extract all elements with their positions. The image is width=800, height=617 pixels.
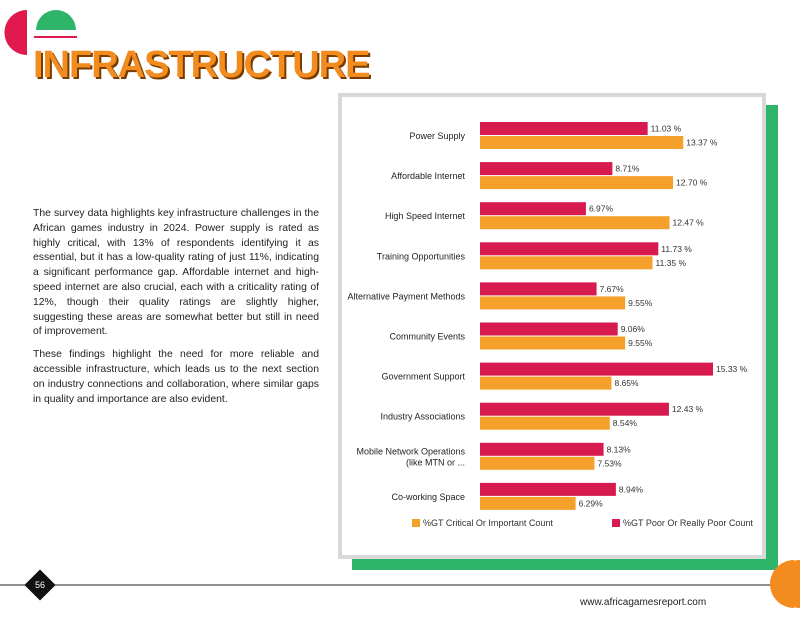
value-label: 9.06% xyxy=(621,324,646,334)
bar xyxy=(480,442,604,456)
value-label: 8.65% xyxy=(614,378,639,388)
value-label: 7.53% xyxy=(597,458,622,468)
value-label: 13.37 % xyxy=(686,138,718,148)
body-text: The survey data highlights key infrastru… xyxy=(33,207,319,415)
bar xyxy=(480,322,618,336)
bar xyxy=(480,336,626,350)
bar xyxy=(480,362,714,376)
value-label: 8.13% xyxy=(607,444,632,454)
bar xyxy=(480,496,576,510)
bar xyxy=(480,256,653,270)
bar xyxy=(480,162,613,176)
bar xyxy=(480,416,610,430)
value-label: 8.94% xyxy=(619,484,644,494)
category-label: Government Support xyxy=(381,372,465,382)
bar xyxy=(480,482,616,496)
value-label: 9.55% xyxy=(628,338,653,348)
bar xyxy=(480,136,684,149)
paragraph: These findings highlight the need for mo… xyxy=(33,349,319,405)
value-label: 8.54% xyxy=(613,418,638,428)
value-label: 11.03 % xyxy=(651,124,682,134)
bar xyxy=(480,122,648,135)
bar xyxy=(480,176,674,190)
value-label: 11.35 % xyxy=(656,258,687,268)
category-label: Mobile Network Operations (like MTN or ..… xyxy=(356,446,465,467)
category-label: Power Supply xyxy=(409,131,465,141)
bar xyxy=(480,242,659,256)
bar xyxy=(480,402,669,416)
value-label: 12.70 % xyxy=(676,178,708,188)
value-label: 7.67% xyxy=(600,284,625,294)
category-label: Alternative Payment Methods xyxy=(347,291,465,301)
category-label: Co-working Space xyxy=(391,492,465,502)
corner-orange-2 xyxy=(770,560,794,608)
chart: Power Supply 11.03 % 13.37 % Affordable Int… xyxy=(347,122,753,528)
category-label: Training Opportunities xyxy=(377,251,466,261)
bar xyxy=(480,202,586,216)
bar xyxy=(480,296,626,310)
value-label: 12.47 % xyxy=(673,218,705,228)
bar xyxy=(480,282,597,296)
value-label: 6.29% xyxy=(579,498,604,508)
value-label: 11.73 % xyxy=(661,244,692,254)
value-label: 9.55% xyxy=(628,298,653,308)
paragraph: The survey data highlights key infrastru… xyxy=(33,208,319,338)
legend-swatch xyxy=(612,519,620,527)
bar xyxy=(480,216,670,230)
category-label: High Speed Internet xyxy=(385,211,466,221)
page-number: 56 xyxy=(35,580,45,590)
value-label: 12.43 % xyxy=(672,404,704,414)
bar xyxy=(480,376,612,390)
title: INFRASTRUCTURE xyxy=(33,44,370,86)
category-label: Affordable Internet xyxy=(391,171,465,181)
value-label: 6.97% xyxy=(589,204,614,214)
value-label: 8.71% xyxy=(615,164,640,174)
bar xyxy=(480,456,595,470)
website: www.africagamesreport.com xyxy=(580,597,707,608)
category-label: Industry Associations xyxy=(380,412,465,422)
legend-swatch xyxy=(412,519,420,527)
legend-label: %GT Critical Or Important Count xyxy=(423,518,553,528)
category-label: Community Events xyxy=(389,332,465,342)
logo-pink xyxy=(4,10,28,55)
value-label: 15.33 % xyxy=(716,364,748,374)
legend-label: %GT Poor Or Really Poor Count xyxy=(623,518,753,528)
logo-green xyxy=(36,10,76,30)
